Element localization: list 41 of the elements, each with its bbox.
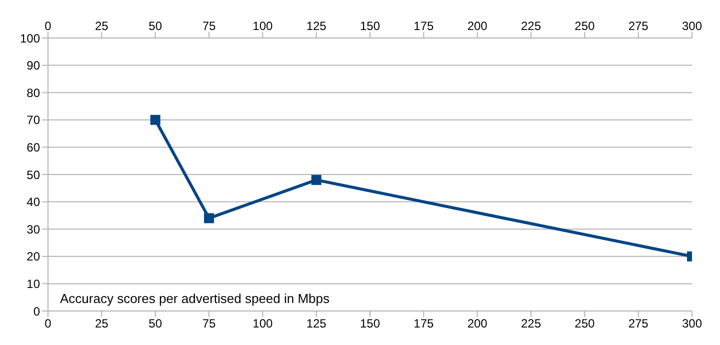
- x-tick-label: 75: [202, 19, 216, 33]
- y-tick-label: 0: [33, 304, 40, 318]
- x2-tick-label: 0: [44, 316, 52, 331]
- x2-tick-label: 100: [252, 316, 273, 331]
- x2-tick-label: 200: [467, 316, 488, 331]
- point: [311, 174, 322, 185]
- y-tick-label: 10: [26, 276, 40, 291]
- x-tick-label: 100: [252, 19, 273, 33]
- x2-tick-label: 175: [414, 316, 434, 331]
- x2-tick-label: 75: [202, 316, 216, 331]
- x-tick-label: 0: [44, 19, 52, 33]
- x-tick-label: 175: [414, 19, 434, 33]
- y-tick-label: 70: [26, 113, 40, 128]
- y-tick-label: 20: [26, 250, 40, 264]
- x-tick-label: 150: [360, 19, 380, 33]
- x-tick-label: 225: [520, 19, 542, 33]
- x-tick-label: 50: [148, 19, 162, 33]
- x-tick-label: 250: [574, 19, 595, 33]
- x2-tick-label: 150: [360, 316, 380, 331]
- x2-tick-label: 125: [306, 316, 327, 331]
- point: [204, 213, 214, 224]
- x-tick-label: 25: [94, 19, 109, 33]
- x-tick-label: 275: [628, 19, 649, 33]
- y-tick-label: 30: [26, 222, 40, 236]
- y-tick-label: 60: [26, 140, 40, 154]
- x2-tick-label: 50: [148, 316, 162, 331]
- y-tick-label: 40: [26, 195, 40, 210]
- x2-tick-label: 275: [628, 316, 649, 331]
- x-tick-label: 125: [306, 19, 327, 33]
- y-tick-label: 100: [20, 31, 40, 46]
- x2-tick-label: 300: [682, 316, 702, 331]
- annotation: Accuracy scores per advertised speed in Mbps: [60, 291, 330, 306]
- x2-tick-label: 225: [520, 316, 542, 331]
- point: [150, 114, 160, 125]
- x-tick-label: 300: [682, 19, 702, 33]
- y-tick-label: 80: [26, 86, 40, 100]
- y-tick-label: 90: [26, 58, 40, 73]
- y-tick-label: 50: [26, 168, 40, 182]
- x-tick-label: 200: [467, 19, 488, 33]
- x2-tick-label: 25: [94, 316, 109, 331]
- x2-tick-label: 250: [574, 316, 595, 331]
